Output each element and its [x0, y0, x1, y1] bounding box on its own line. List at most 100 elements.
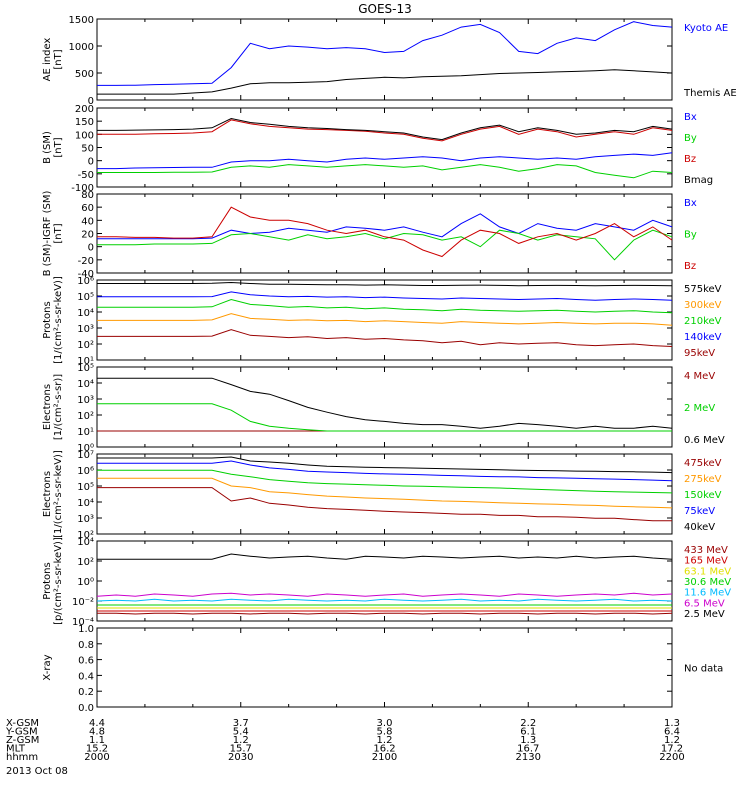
y-tick-label: 10¹ [77, 356, 94, 367]
legend-label: Themis AE [683, 88, 737, 99]
y-tick-label: 10⁴ [77, 537, 94, 548]
y-tick-label: 10² [77, 557, 94, 568]
legend-label: 2.5 MeV [684, 609, 725, 620]
legend-label: 210keV [684, 316, 722, 327]
x-row-value: 2130 [516, 752, 541, 763]
x-row-value: 15.7 [230, 744, 252, 755]
series-line-bz [97, 206, 673, 258]
y-tick-label: -100 [71, 183, 94, 194]
series-line-themis-ae [97, 69, 673, 95]
y-tick-label: 10² [77, 411, 94, 422]
y-tick-label: 10⁵ [77, 482, 94, 493]
y-tick-label: 10⁻² [72, 597, 94, 608]
panel-frame [96, 366, 673, 448]
panel-electrons1: 10⁰ 10¹ 10² 10³ 10⁴ 10⁵ Electrons [1/(cm²-s-sr)… [42, 363, 725, 454]
no-data-label: No data [684, 664, 723, 675]
series-line-275kev [97, 477, 673, 509]
y-axis-label: X-ray [42, 654, 53, 680]
legend-label: 475keV [684, 458, 722, 469]
y-tick-label: 500 [75, 69, 94, 80]
panel-frame [96, 540, 673, 622]
series-line-575kev [97, 281, 673, 287]
legend-label: 150keV [684, 490, 722, 501]
series-line-bz [97, 119, 673, 142]
panel-frame [96, 453, 673, 535]
legend-label: 0.6 MeV [684, 435, 725, 446]
x-row-label: MLT [6, 744, 26, 755]
y-tick-label: 80 [81, 190, 94, 201]
x-row-value: 2200 [659, 752, 684, 763]
x-row-value: 2.2 [520, 718, 536, 729]
y-tick-label: 200 [75, 104, 94, 115]
series-line-bx [97, 152, 673, 170]
legend-label: 11.6 MeV [684, 588, 731, 599]
legend-label: Bx [684, 198, 697, 209]
y-tick-label: 0 [88, 157, 94, 168]
x-row-value: 16.7 [517, 744, 539, 755]
y-tick-label: 10³ [77, 324, 94, 335]
x-row-value: 6.4 [664, 727, 680, 738]
y-tick-label: 10⁴ [77, 308, 94, 319]
y-tick-label: 10⁶ [77, 276, 94, 287]
series-line-bx [97, 213, 673, 240]
series-line-140kev [97, 291, 673, 301]
y-tick-label: 50 [81, 144, 94, 155]
panel-bsm: -100 -50 0 50 100 150 200 B (SM) [nT] Bx By Bz Bmag [42, 104, 713, 194]
x-row-value: 1.2 [377, 735, 393, 746]
y-axis-label: Electrons [42, 384, 53, 430]
x-row-label: Y-GSM [5, 727, 38, 738]
y-tick-label: 0 [88, 96, 94, 107]
legend-label: 575keV [684, 284, 722, 295]
series-line-by [97, 164, 673, 179]
y-axis-label: [nT] [53, 137, 64, 157]
y-tick-label: -50 [78, 170, 94, 181]
y-axis-label: [p/(cm²-s-sr-keV)] [53, 537, 64, 625]
y-tick-label: 0.2 [78, 687, 94, 698]
series-line-433-mev [97, 612, 673, 615]
y-tick-label: 10³ [77, 395, 94, 406]
x-row-value: 4.4 [89, 718, 105, 729]
legend-label: By [684, 230, 697, 241]
series-line-0.6-mev [97, 377, 673, 429]
series-line-95kev [97, 329, 673, 347]
y-axis-label: [1/(cm²-s-sr-keV)] [53, 450, 64, 538]
panel-frame [96, 18, 673, 101]
y-tick-label: 40 [81, 216, 94, 227]
legend-label: 140keV [684, 332, 722, 343]
panel-frame [96, 107, 673, 188]
y-tick-label: 10⁶ [77, 466, 94, 477]
y-tick-label: 0.8 [78, 640, 94, 651]
y-axis-label: [1/(cm²-s-sr-keV)] [53, 276, 64, 364]
y-tick-label: 150 [75, 117, 94, 128]
y-tick-label: -40 [78, 269, 94, 280]
x-row-value: 1.1 [89, 735, 105, 746]
y-tick-label: 10⁻⁴ [72, 617, 94, 628]
y-axis-label: B (SM)-IGRF (SM) [42, 191, 53, 277]
series-line-40kev [97, 456, 673, 474]
y-tick-label: 0.0 [78, 703, 94, 714]
y-tick-label: 10² [77, 530, 94, 541]
legend-label: 75keV [684, 506, 715, 517]
y-axis-label: [1/(cm²-s-sr)] [53, 374, 64, 440]
series-line-475kev [97, 487, 672, 522]
legend-label: 2 MeV [684, 403, 715, 414]
date-label: 2013 Oct 08 [6, 766, 68, 777]
legend-label: 433 MeV [684, 545, 728, 556]
legend-label: Kyoto AE [684, 23, 728, 34]
legend-label: 95keV [684, 348, 715, 359]
x-row-value: 2030 [228, 752, 253, 763]
y-axis-label: Protons [42, 562, 53, 599]
y-tick-label: 20 [81, 230, 94, 241]
x-row-value: 5.4 [233, 727, 249, 738]
x-row-value: 1.3 [664, 718, 680, 729]
panel-frame [96, 627, 673, 708]
panel-xray: 0.0 0.2 0.4 0.6 0.8 1.0 X-ray No data [42, 624, 723, 714]
panel-frame [96, 193, 673, 274]
y-tick-label: 1.0 [78, 624, 94, 635]
x-row-label: X-GSM [6, 718, 39, 729]
x-row-value: 17.2 [661, 744, 683, 755]
x-row-value: 15.2 [86, 744, 108, 755]
x-row-value: 4.8 [89, 727, 105, 738]
series-line-11.6-mev [96, 598, 673, 602]
